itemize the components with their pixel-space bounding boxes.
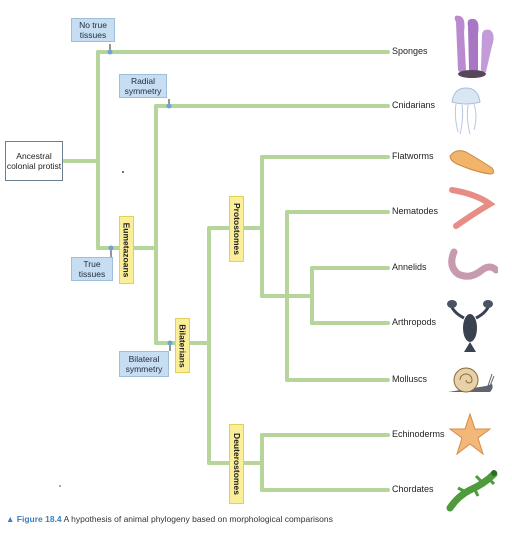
- figure-caption-text: A hypothesis of animal phylogeny based o…: [63, 514, 333, 524]
- taxon-chordates: Chordates: [392, 484, 434, 494]
- figure-caption: ▲ Figure 18.4 A hypothesis of animal phy…: [6, 514, 333, 524]
- figure-number: ▲ Figure 18.4: [6, 514, 62, 524]
- clade-protostomes: Protostomes: [229, 196, 244, 262]
- flatworm-icon: [449, 150, 495, 175]
- ancestor-label: Ancestral colonial protist: [6, 151, 62, 171]
- clade-label: Protostomes: [231, 203, 242, 255]
- snail-icon: [448, 367, 495, 393]
- node-marker: [108, 245, 114, 251]
- taxon-cnidarians: Cnidarians: [392, 100, 436, 110]
- node-marker: [167, 340, 173, 346]
- ancestor-box: Ancestral colonial protist: [5, 141, 63, 181]
- clade-label: Bilaterians: [177, 323, 188, 368]
- taxon-nematodes: Nematodes: [392, 206, 439, 216]
- speck: [122, 171, 124, 173]
- taxon-echinoderms: Echinoderms: [392, 429, 445, 439]
- speck: [59, 485, 61, 487]
- nematode-icon: [449, 187, 496, 229]
- jellyfish-icon: [451, 87, 481, 135]
- taxon-sponges: Sponges: [392, 46, 428, 56]
- lizard-icon: [446, 470, 498, 512]
- earthworm-icon: [448, 248, 498, 280]
- taxon-molluscs: Molluscs: [392, 374, 428, 384]
- clade-eumetazoans: Eumetazoans: [119, 216, 134, 284]
- sponge-icon: [454, 15, 494, 78]
- character-label: No true tissues: [79, 20, 107, 40]
- clade-label: Eumetazoans: [121, 222, 132, 278]
- taxon-arthropods: Arthropods: [392, 317, 437, 327]
- starfish-icon: [448, 412, 492, 456]
- character-label: Bilateral symmetry: [125, 354, 163, 374]
- lobster-icon: [447, 300, 493, 352]
- clade-label: Deuterostomes: [231, 433, 242, 495]
- character-box-bilateral-symmetry: Bilateral symmetry: [119, 351, 169, 377]
- character-box-no-true-tissues: No true tissues: [71, 18, 115, 42]
- node-marker: [107, 49, 113, 55]
- taxon-flatworms: Flatworms: [392, 151, 434, 161]
- node-marker: [166, 103, 172, 109]
- character-box-true-tissues: True tissues: [71, 257, 113, 281]
- tree-branches: [62, 50, 390, 492]
- clade-deuterostomes: Deuterostomes: [229, 424, 244, 504]
- character-box-radial-symmetry: Radial symmetry: [119, 74, 167, 98]
- clade-bilaterians: Bilaterians: [175, 318, 190, 373]
- character-label: True tissues: [78, 259, 106, 279]
- character-label: Radial symmetry: [124, 76, 162, 96]
- taxon-annelids: Annelids: [392, 262, 427, 272]
